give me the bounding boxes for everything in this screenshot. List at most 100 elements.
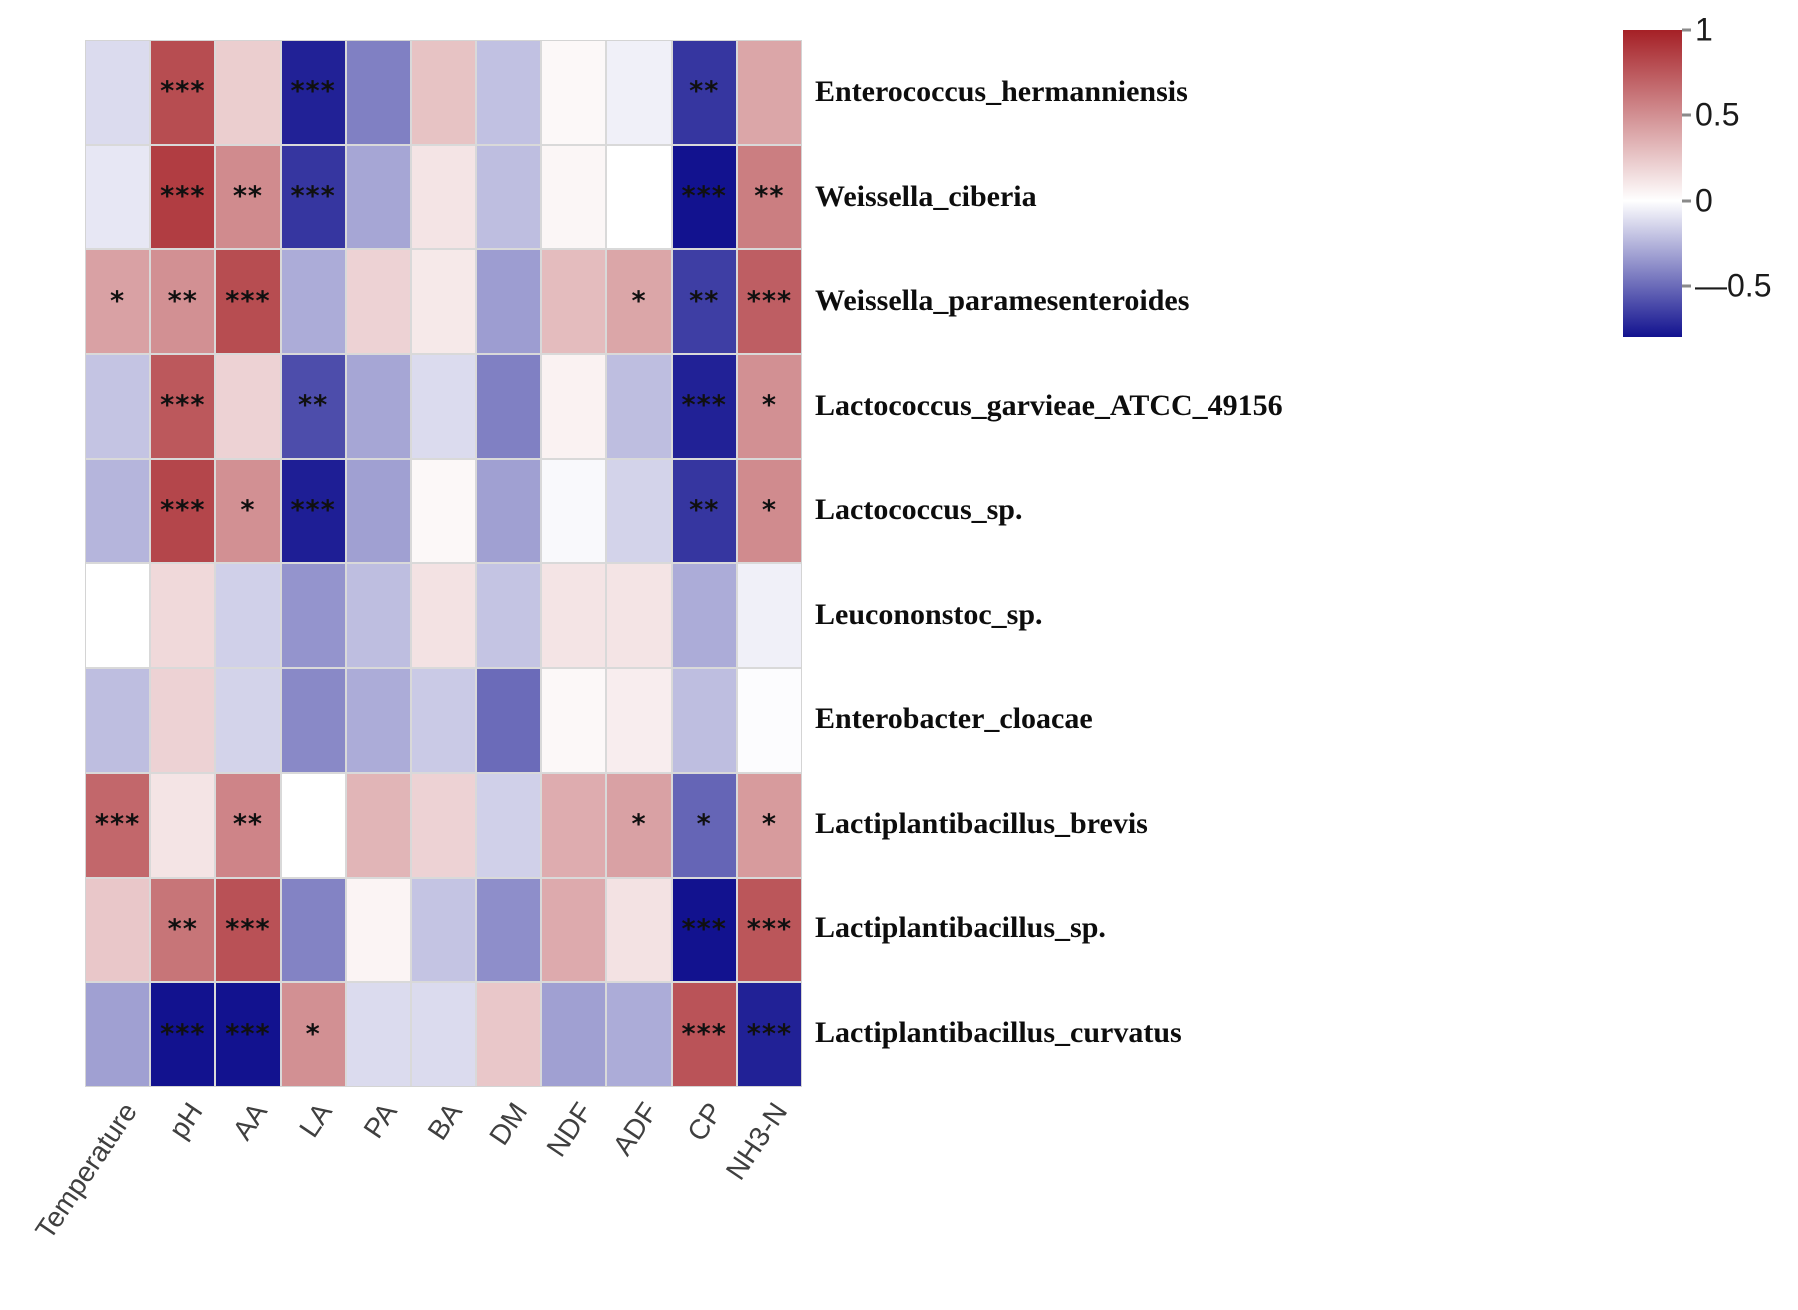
heatmap-cell: * <box>281 983 345 1086</box>
heatmap-cell: *** <box>151 355 215 458</box>
heatmap-cell <box>86 41 150 144</box>
col-label: AA <box>226 1097 274 1146</box>
heatmap-cell <box>542 145 606 249</box>
heatmap-cell <box>477 983 541 1086</box>
heatmap-cell: * <box>737 773 801 877</box>
heatmap-cell <box>346 41 410 144</box>
heatmap-cell <box>607 669 671 772</box>
heatmap-cell: *** <box>216 250 280 354</box>
heatmap-cell <box>281 669 345 772</box>
heatmap-cell <box>346 355 410 458</box>
colorbar-tick <box>1682 28 1691 32</box>
heatmap-cell <box>216 355 280 458</box>
col-label: CP <box>680 1097 729 1147</box>
heatmap-cell <box>411 564 476 668</box>
heatmap-cell <box>86 355 150 458</box>
heatmap-cell: *** <box>216 878 280 982</box>
heatmap-cell: ** <box>672 459 736 563</box>
heatmap-cell <box>346 459 410 563</box>
heatmap-cell: *** <box>672 145 736 249</box>
colorbar-gradient <box>1623 30 1682 337</box>
heatmap-cell <box>411 355 476 458</box>
col-label: LA <box>293 1097 339 1143</box>
heatmap-cell: ** <box>281 355 345 458</box>
heatmap-cell: *** <box>672 355 736 458</box>
heatmap-cell <box>346 878 410 982</box>
heatmap-cell <box>542 355 606 458</box>
row-label: Leucononstoc_sp. <box>815 597 1043 631</box>
heatmap-cell <box>542 41 606 144</box>
row-label: Lactococcus_sp. <box>815 493 1023 527</box>
heatmap-cell: ** <box>151 250 215 354</box>
heatmap-cell <box>281 773 345 877</box>
heatmap-cell <box>477 564 541 668</box>
col-label: ADF <box>606 1097 664 1161</box>
heatmap-cell <box>216 564 280 668</box>
col-label: DM <box>483 1097 534 1151</box>
col-label: NDF <box>540 1097 599 1163</box>
heatmap-cell <box>607 41 671 144</box>
heatmap-cell <box>411 41 476 144</box>
colorbar-tick-label: 1 <box>1695 11 1713 48</box>
heatmap-cell <box>411 459 476 563</box>
heatmap-cell <box>542 878 606 982</box>
heatmap-cell <box>737 41 801 144</box>
heatmap-cell <box>346 983 410 1086</box>
heatmap-cell: *** <box>672 878 736 982</box>
heatmap-cell: *** <box>151 41 215 144</box>
heatmap-cell <box>86 878 150 982</box>
heatmap-cell: *** <box>151 145 215 249</box>
heatmap-cell: * <box>86 250 150 354</box>
col-label: BA <box>421 1097 469 1146</box>
heatmap-cell <box>542 250 606 354</box>
heatmap-cell <box>411 145 476 249</box>
colorbar-tick <box>1682 199 1691 203</box>
heatmap-grid: *** *** ** *** ** *** *** ** * ** *** * ** *** *** ** **… <box>85 40 802 1087</box>
heatmap-cell <box>151 773 215 877</box>
row-label: Lactiplantibacillus_curvatus <box>815 1015 1182 1049</box>
heatmap-cell <box>411 669 476 772</box>
heatmap-cell <box>477 669 541 772</box>
row-label: Weissella_ciberia <box>815 179 1037 213</box>
heatmap-cell <box>542 669 606 772</box>
heatmap-cell <box>86 145 150 249</box>
row-label: Lactiplantibacillus_sp. <box>815 911 1106 945</box>
row-label: Lactococcus_garvieae_ATCC_49156 <box>815 388 1283 422</box>
heatmap-cell <box>477 459 541 563</box>
heatmap-cell <box>411 773 476 877</box>
heatmap-cell <box>542 983 606 1086</box>
heatmap-cell <box>411 250 476 354</box>
heatmap-cell: * <box>607 773 671 877</box>
heatmap-cell <box>151 564 215 668</box>
heatmap-cell <box>281 250 345 354</box>
heatmap-cell <box>477 41 541 144</box>
heatmap-cell: ** <box>151 878 215 982</box>
heatmap-cell <box>281 878 345 982</box>
heatmap-cell <box>477 355 541 458</box>
colorbar-tick <box>1682 284 1691 288</box>
heatmap-cell <box>607 564 671 668</box>
heatmap-cell <box>477 878 541 982</box>
heatmap-cell: * <box>737 355 801 458</box>
col-label: PA <box>357 1097 404 1144</box>
colorbar-tick <box>1682 113 1691 117</box>
heatmap-cell: ** <box>216 773 280 877</box>
heatmap-cell: *** <box>216 983 280 1086</box>
heatmap-cell <box>477 250 541 354</box>
heatmap-cell <box>346 145 410 249</box>
heatmap-cell <box>86 669 150 772</box>
heatmap-cell <box>477 145 541 249</box>
heatmap-cell: *** <box>281 459 345 563</box>
heatmap-cell: ** <box>216 145 280 249</box>
heatmap-cell <box>607 878 671 982</box>
heatmap-cell <box>346 564 410 668</box>
heatmap-cell <box>216 669 280 772</box>
heatmap-cell <box>86 459 150 563</box>
heatmap-cell: *** <box>86 773 150 877</box>
col-label: pH <box>162 1097 209 1145</box>
colorbar-tick-label: 0.5 <box>1695 96 1740 133</box>
heatmap-cell <box>477 773 541 877</box>
heatmap-cell <box>346 669 410 772</box>
heatmap-cell: *** <box>737 250 801 354</box>
